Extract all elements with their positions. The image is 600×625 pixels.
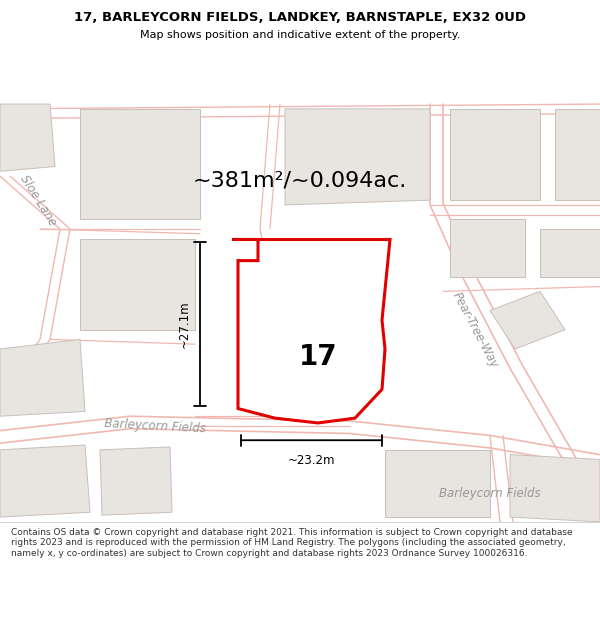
- Text: 17: 17: [299, 342, 337, 371]
- Polygon shape: [285, 109, 430, 205]
- Text: Sloe Lane: Sloe Lane: [17, 173, 59, 228]
- Polygon shape: [100, 447, 172, 515]
- Text: ~23.2m: ~23.2m: [288, 454, 335, 467]
- Text: ~27.1m: ~27.1m: [178, 300, 191, 348]
- Text: Pear-Tree-Way: Pear-Tree-Way: [449, 289, 500, 370]
- Text: ~381m²/~0.094ac.: ~381m²/~0.094ac.: [193, 171, 407, 191]
- Polygon shape: [385, 450, 490, 517]
- Polygon shape: [232, 239, 390, 423]
- Text: Map shows position and indicative extent of the property.: Map shows position and indicative extent…: [140, 30, 460, 40]
- Text: Barleycorn Fields: Barleycorn Fields: [104, 417, 206, 435]
- Polygon shape: [0, 339, 85, 416]
- Polygon shape: [555, 109, 600, 200]
- Polygon shape: [0, 104, 55, 171]
- Polygon shape: [80, 109, 200, 219]
- Polygon shape: [450, 109, 540, 200]
- Polygon shape: [268, 311, 360, 392]
- Polygon shape: [450, 219, 525, 277]
- Polygon shape: [540, 229, 600, 277]
- Text: Contains OS data © Crown copyright and database right 2021. This information is : Contains OS data © Crown copyright and d…: [11, 528, 572, 558]
- Polygon shape: [490, 291, 565, 349]
- Polygon shape: [0, 445, 90, 517]
- Text: 17, BARLEYCORN FIELDS, LANDKEY, BARNSTAPLE, EX32 0UD: 17, BARLEYCORN FIELDS, LANDKEY, BARNSTAP…: [74, 11, 526, 24]
- Polygon shape: [510, 454, 600, 522]
- Polygon shape: [80, 239, 195, 330]
- Text: Barleycorn Fields: Barleycorn Fields: [439, 486, 541, 499]
